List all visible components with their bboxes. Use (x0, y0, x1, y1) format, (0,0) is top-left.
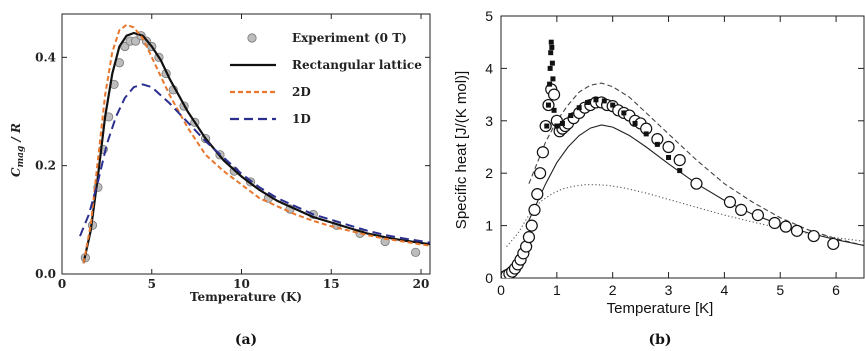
panel-a-legend-label: 2D (292, 85, 311, 99)
panel-a-legend: Experiment (0 T) Rectangular lattice 2D 1D (230, 31, 422, 126)
panel-b-x-tick-label: 6 (832, 282, 840, 298)
panel-b-data-square (643, 131, 649, 137)
panel-b-data-circle (690, 177, 703, 190)
panel-a-caption: (a) (235, 332, 257, 348)
panel-b-data-square (601, 98, 607, 104)
panel-b-data-square (666, 154, 672, 160)
panel-b-y-tick-label: 3 (485, 113, 493, 129)
panel-b-data-circle (536, 146, 549, 159)
panel-a-ylabel-rest: / R (9, 123, 23, 146)
panel-b-data-circle (533, 167, 547, 180)
panel-b-y-tick-label: 5 (485, 8, 493, 24)
panel-a-ylabel-sub: mag (16, 146, 26, 168)
panel-b-data-circle (779, 220, 792, 233)
panel-a-legend-label: Experiment (0 T) (292, 31, 407, 45)
panel-b-dotted-curve (506, 184, 864, 247)
panel-b-y-tick-label: 0 (485, 270, 493, 286)
panel-a-x-axis: 0 5 10 15 20 (58, 14, 430, 291)
panel-b-x-tick-label: 3 (665, 282, 673, 298)
panel-b-data-circle (547, 88, 561, 101)
panel-a-series-rectangular-lattice (82, 31, 430, 264)
panel-b-data-circle (673, 154, 686, 167)
panel-b-data-square (632, 120, 638, 126)
panel-b-data-circle (807, 229, 820, 243)
panel-b-data-square (585, 99, 591, 105)
panel-a-x-axis-title: Temperature (K) (190, 290, 302, 304)
panel-b-data-square (544, 123, 550, 129)
panel-a: 0 5 10 15 20 0.0 0.2 0.4 Temperature (K) Cmag … (9, 13, 431, 348)
panel-b-data-square (549, 60, 555, 66)
panel-b-dashed-curve (528, 82, 864, 247)
panel-b-data-square (610, 102, 616, 108)
panel-b-data-circle (790, 224, 804, 237)
panel-a-legend-marker (247, 33, 257, 43)
panel-b-x-tick-label: 1 (553, 282, 561, 298)
panel-b-data-circle (723, 195, 737, 209)
panel-b-data-square (621, 110, 627, 116)
panel-b-data-circle (735, 203, 748, 216)
panel-b-data-circle (662, 140, 675, 154)
panel-b-data-square (654, 141, 660, 147)
panel-b-frame (500, 15, 865, 279)
panel-a-x-tick-label: 15 (323, 277, 340, 291)
panel-b-x-tick-label: 0 (497, 282, 505, 298)
panel-b-data-circle (528, 203, 541, 216)
panel-b-data-square (576, 105, 582, 111)
panel-b-y-tick-label: 1 (485, 218, 493, 234)
panel-b-plot-area (501, 39, 864, 278)
panel-a-y-tick-label: 0.0 (35, 267, 56, 281)
panel-b: 0 1 2 3 4 5 6 0 1 2 3 4 5 Temperature [K] Specific … (453, 8, 865, 348)
panel-a-experiment-point (411, 247, 421, 257)
panel-b-data-circle (522, 231, 536, 244)
panel-b-data-circle (751, 209, 764, 222)
panel-b-x-tick-label: 2 (609, 282, 617, 298)
panel-b-y-axis: 0 1 2 3 4 5 (485, 8, 864, 286)
panel-b-data-square (677, 168, 683, 174)
panel-b-data-square (554, 123, 560, 129)
panel-b-y-tick-label: 4 (485, 60, 493, 76)
panel-b-data-square (547, 81, 553, 87)
panel-b-data-circle (768, 216, 781, 230)
panel-a-y-tick-label: 0.4 (35, 50, 56, 64)
panel-a-y-axis-title: Cmag / R (9, 123, 26, 177)
panel-b-data-circle (531, 188, 544, 201)
panel-b-data-square (593, 97, 599, 103)
svg-text:Cmag / R: Cmag / R (9, 123, 26, 177)
panel-b-x-axis-title: Temperature [K] (607, 300, 714, 317)
panel-a-ylabel-main: C (9, 167, 23, 177)
panel-b-y-axis-title: Specific heat [J/(K mol)] (453, 71, 470, 229)
panel-b-data-square (547, 65, 553, 71)
panel-b-x-tick-label: 5 (776, 282, 784, 298)
panel-b-data-square (559, 120, 565, 126)
panel-a-frame (61, 13, 431, 275)
panel-a-x-tick-label: 20 (413, 277, 430, 291)
panel-a-series-1d (79, 83, 430, 244)
panel-a-y-axis: 0.0 0.2 0.4 (35, 50, 430, 281)
panel-a-x-tick-label: 5 (148, 277, 156, 291)
panel-a-experiment-point (131, 36, 141, 46)
panel-a-legend-label: Rectangular lattice (292, 58, 422, 72)
panel-b-data-square (545, 102, 551, 108)
panel-b-data-circle (525, 219, 538, 232)
panel-b-data-square (550, 76, 556, 82)
panel-b-data-square (549, 44, 555, 50)
panel-b-y-tick-label: 2 (485, 165, 493, 181)
panel-a-x-tick-label: 10 (233, 277, 250, 291)
panel-b-data-circle (827, 237, 840, 251)
panel-b-data-square (568, 113, 574, 119)
panel-a-y-tick-label: 0.2 (35, 159, 56, 173)
panel-b-x-tick-label: 4 (720, 282, 728, 298)
panel-b-data-square (548, 39, 554, 45)
panel-b-data-square (548, 50, 554, 56)
panel-b-data-square (551, 107, 557, 113)
panel-a-series-2d (82, 23, 430, 264)
panel-a-legend-label: 1D (292, 112, 311, 126)
panel-b-x-axis: 0 1 2 3 4 5 6 (497, 16, 840, 298)
panel-a-x-tick-label: 0 (58, 277, 66, 291)
panel-b-caption: (b) (648, 332, 671, 348)
panel-a-plot-area (79, 23, 430, 264)
